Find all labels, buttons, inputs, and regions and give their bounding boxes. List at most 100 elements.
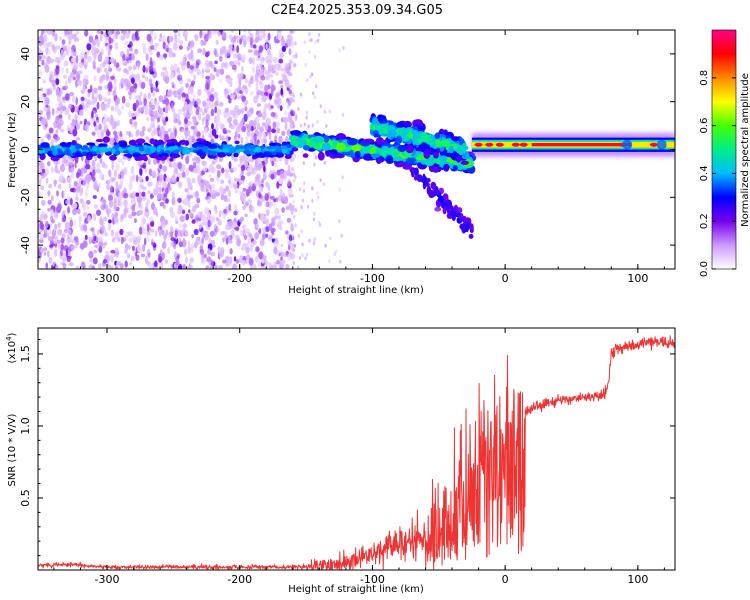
signal-upper-band-blob <box>413 119 423 126</box>
noise-speck <box>265 218 269 226</box>
noise-speck <box>107 50 111 56</box>
noise-speck <box>91 110 94 119</box>
center-band-blob <box>105 151 112 156</box>
noise-speck <box>184 256 188 264</box>
signal-upper-band-blob <box>405 144 414 154</box>
noise-speck <box>249 37 253 46</box>
noise-speck <box>295 114 298 119</box>
noise-speck <box>162 119 167 126</box>
noise-speck <box>132 245 135 251</box>
noise-speck <box>192 157 195 162</box>
noise-speck <box>108 200 114 208</box>
noise-speck <box>225 262 229 267</box>
center-band-blob <box>98 143 106 148</box>
noise-speck <box>134 251 138 256</box>
noise-speck <box>58 114 63 119</box>
signal-lower-tail-blob <box>456 216 463 224</box>
signal-main-band-blob <box>402 165 413 170</box>
noise-speck <box>269 195 275 200</box>
noise-speck <box>211 183 216 190</box>
noise-speck <box>258 45 264 53</box>
noise-speck <box>162 99 166 105</box>
noise-speck <box>239 229 243 236</box>
noise-speck <box>128 65 132 71</box>
noise-speck <box>66 155 72 161</box>
noise-speck <box>124 260 128 268</box>
noise-speck <box>82 179 87 187</box>
noise-speck <box>214 30 218 34</box>
noise-speck <box>190 49 194 58</box>
noise-speck <box>44 64 50 73</box>
noise-speck <box>113 198 117 207</box>
noise-speck <box>256 103 261 107</box>
noise-speck <box>257 253 261 258</box>
noise-speck <box>105 206 109 214</box>
noise-speck <box>270 64 274 69</box>
noise-speck <box>113 169 117 178</box>
noise-speck <box>73 236 77 241</box>
noise-speck <box>247 167 250 172</box>
noise-speck <box>178 88 183 93</box>
noise-speck <box>263 255 267 261</box>
noise-speck <box>248 119 254 127</box>
center-band-blob <box>201 146 209 153</box>
noise-speck <box>301 198 304 203</box>
noise-speck <box>218 210 224 215</box>
noise-speck <box>249 33 254 40</box>
noise-speck <box>164 75 170 84</box>
noise-speck <box>100 31 104 35</box>
noise-speck <box>60 237 65 244</box>
noise-speck <box>192 161 197 169</box>
noise-speck <box>303 122 306 127</box>
noise-speck <box>263 106 267 114</box>
noise-speck <box>174 33 177 40</box>
noise-speck <box>277 215 281 220</box>
noise-speck <box>259 62 263 69</box>
noise-speck <box>214 106 217 114</box>
noise-speck <box>43 79 46 84</box>
noise-speck <box>50 139 55 147</box>
noise-speck <box>177 108 183 115</box>
signal-main-band-blob <box>336 142 346 151</box>
signal-main-band-blob <box>291 147 299 152</box>
center-band-blob <box>59 142 68 147</box>
noise-speck <box>146 33 152 42</box>
noise-speck <box>273 240 278 248</box>
noise-speck <box>244 213 248 218</box>
signal-main-band-blob <box>346 138 358 146</box>
noise-speck <box>210 65 215 69</box>
noise-speck <box>46 232 50 238</box>
noise-speck <box>47 49 51 56</box>
signal-upper-band-blob <box>395 123 405 128</box>
noise-speck <box>251 66 255 73</box>
noise-speck <box>151 170 157 176</box>
spectrogram-marks <box>38 30 675 269</box>
noise-speck <box>291 227 295 232</box>
noise-speck <box>308 38 311 43</box>
noise-speck <box>152 110 156 115</box>
noise-speck <box>195 237 200 245</box>
noise-speck <box>184 230 189 237</box>
noise-speck <box>279 105 283 112</box>
noise-speck <box>289 96 294 104</box>
noise-speck <box>43 34 48 43</box>
noise-speck <box>183 215 187 221</box>
center-band-blob <box>91 151 97 155</box>
signal-lower-tail-blob <box>416 174 423 183</box>
noise-speck <box>43 30 47 36</box>
noise-speck <box>178 223 183 229</box>
noise-speck <box>84 191 88 198</box>
noise-speck <box>71 118 76 126</box>
noise-speck <box>193 127 198 135</box>
noise-speck <box>174 230 178 238</box>
noise-speck <box>103 216 108 222</box>
noise-speck <box>109 30 113 36</box>
noise-speck <box>184 126 189 132</box>
center-band-blob <box>281 148 288 153</box>
noise-speck <box>291 40 294 48</box>
noise-speck <box>339 259 342 264</box>
noise-speck <box>76 72 81 81</box>
center-band-blob <box>71 139 76 146</box>
noise-speck <box>141 126 146 132</box>
noise-speck <box>291 120 295 125</box>
